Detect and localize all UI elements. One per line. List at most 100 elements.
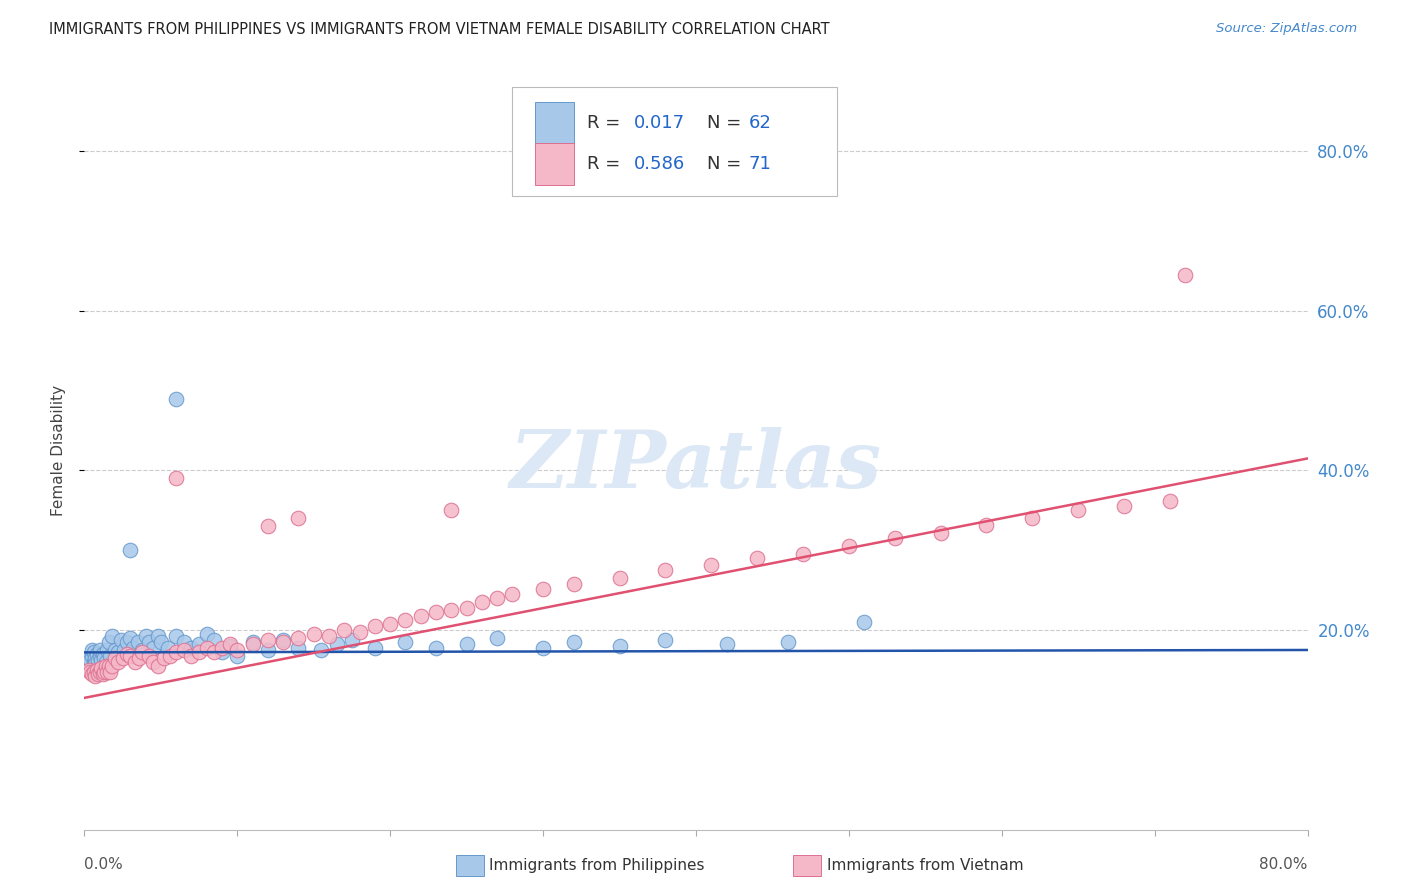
Point	[173, 643, 195, 657]
Point	[349, 624, 371, 639]
FancyBboxPatch shape	[513, 87, 837, 196]
Point	[146, 659, 169, 673]
Point	[271, 635, 294, 649]
Point	[838, 539, 860, 553]
Text: R =: R =	[588, 114, 626, 132]
Point	[425, 606, 447, 620]
Point	[80, 667, 103, 681]
Point	[700, 558, 723, 572]
Point	[562, 635, 585, 649]
Point	[609, 571, 631, 585]
Point	[609, 639, 631, 653]
Text: Source: ZipAtlas.com: Source: ZipAtlas.com	[1216, 22, 1357, 36]
Point	[104, 643, 127, 657]
Point	[90, 661, 112, 675]
Point	[135, 629, 157, 643]
Point	[93, 651, 115, 665]
Point	[202, 632, 225, 647]
Point	[654, 563, 676, 577]
Point	[96, 665, 118, 679]
Point	[165, 392, 187, 406]
Point	[101, 629, 124, 643]
Point	[84, 651, 107, 665]
Point	[84, 657, 107, 671]
Point	[107, 655, 129, 669]
Point	[242, 637, 264, 651]
Text: R =: R =	[588, 155, 626, 173]
Point	[195, 627, 218, 641]
Point	[271, 632, 294, 647]
Point	[180, 640, 202, 655]
Text: 71: 71	[748, 155, 772, 173]
Text: 0.017: 0.017	[634, 114, 685, 132]
Point	[716, 637, 738, 651]
Point	[1159, 493, 1181, 508]
Point	[89, 648, 111, 663]
Point	[79, 665, 101, 679]
Point	[94, 655, 117, 669]
Point	[747, 551, 769, 566]
Point	[90, 653, 112, 667]
Point	[188, 637, 211, 651]
Point	[91, 667, 114, 681]
Point	[107, 645, 129, 659]
Point	[120, 648, 142, 663]
Point	[127, 635, 149, 649]
Point	[226, 648, 249, 663]
Point	[1174, 268, 1197, 282]
Point	[486, 591, 509, 606]
Point	[883, 531, 905, 545]
Point	[165, 645, 187, 659]
Point	[77, 651, 100, 665]
Point	[83, 655, 105, 669]
Point	[456, 637, 478, 651]
Point	[97, 659, 120, 673]
Point	[502, 587, 524, 601]
Text: N =: N =	[707, 155, 747, 173]
Text: 0.586: 0.586	[634, 155, 685, 173]
Point	[111, 651, 134, 665]
Point	[157, 640, 180, 655]
Point	[98, 665, 121, 679]
Point	[218, 639, 240, 653]
Point	[115, 647, 138, 661]
Point	[173, 635, 195, 649]
Point	[110, 632, 132, 647]
Point	[142, 655, 165, 669]
Point	[562, 576, 585, 591]
Point	[471, 595, 494, 609]
Point	[86, 663, 108, 677]
Text: IMMIGRANTS FROM PHILIPPINES VS IMMIGRANTS FROM VIETNAM FEMALE DISABILITY CORRELA: IMMIGRANTS FROM PHILIPPINES VS IMMIGRANT…	[49, 22, 830, 37]
Point	[1021, 511, 1043, 525]
Point	[218, 637, 240, 651]
Y-axis label: Female Disability: Female Disability	[51, 384, 66, 516]
Point	[87, 652, 110, 666]
Point	[456, 600, 478, 615]
Point	[929, 525, 952, 540]
Point	[1114, 500, 1136, 514]
Point	[180, 648, 202, 663]
Point	[394, 614, 416, 628]
Point	[211, 640, 233, 655]
Point	[531, 640, 554, 655]
Point	[153, 651, 176, 665]
Point	[486, 631, 509, 645]
Point	[142, 640, 165, 655]
Point	[146, 629, 169, 643]
Point	[91, 647, 114, 661]
Point	[96, 643, 118, 657]
Point	[318, 629, 340, 643]
Point	[128, 651, 150, 665]
Point	[120, 631, 142, 645]
Point	[654, 632, 676, 647]
Point	[394, 635, 416, 649]
Point	[77, 663, 100, 677]
Point	[165, 471, 187, 485]
Point	[89, 665, 111, 679]
Point	[138, 635, 160, 649]
FancyBboxPatch shape	[534, 143, 574, 186]
Text: 62: 62	[748, 114, 772, 132]
Point	[188, 645, 211, 659]
Text: Immigrants from Vietnam: Immigrants from Vietnam	[827, 858, 1024, 872]
FancyBboxPatch shape	[534, 102, 574, 145]
